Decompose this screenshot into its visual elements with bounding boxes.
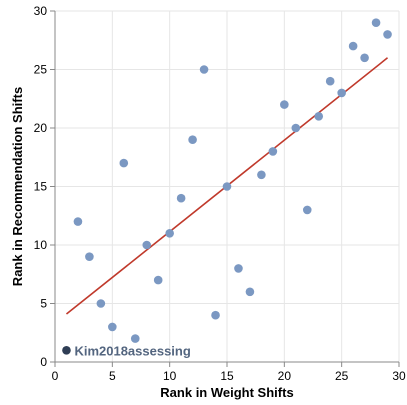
- data-point-28: [383, 30, 392, 39]
- data-point-6: [130, 334, 140, 343]
- y-tick-label-6: 30: [34, 4, 48, 18]
- data-point-27: [371, 18, 381, 28]
- y-axis-title: Rank in Recommendation Shifts: [10, 87, 25, 286]
- y-tick-label-1: 5: [40, 297, 47, 311]
- ticks: 0 5 10 15 20 25 30 0 5 10 15 20 25 30: [34, 4, 406, 383]
- data-point-23: [325, 76, 335, 86]
- data-point-9: [165, 229, 174, 238]
- y-tick-label-3: 15: [34, 180, 48, 194]
- grid: [54, 10, 400, 363]
- data-point-3: [96, 299, 106, 308]
- data-point-13: [211, 310, 220, 320]
- highlight-layer: Kim2018assessing: [62, 343, 191, 358]
- data-point-14: [222, 182, 232, 191]
- data-point-7: [142, 240, 152, 250]
- data-point-5: [119, 158, 129, 168]
- data-point-24: [337, 88, 346, 98]
- x-tick-label-0: 0: [52, 369, 59, 383]
- y-tick-label-5: 25: [34, 63, 48, 77]
- data-point-20: [291, 123, 301, 133]
- data-point-16: [245, 287, 255, 297]
- y-tick-label-0: 0: [40, 355, 47, 369]
- x-tick-label-6: 30: [392, 369, 406, 383]
- x-tick-label-4: 20: [278, 369, 292, 383]
- data-point-12: [199, 65, 209, 74]
- x-tick-label-2: 10: [163, 369, 177, 383]
- x-tick-label-5: 25: [335, 369, 349, 383]
- x-axis-title: Rank in Weight Shifts: [160, 385, 293, 400]
- data-point-8: [153, 275, 163, 285]
- data-point-1: [73, 217, 83, 226]
- data-point-2: [85, 252, 94, 261]
- data-points: [73, 18, 392, 343]
- x-tick-label-3: 15: [220, 369, 234, 383]
- x-tick-label-1: 5: [109, 369, 116, 383]
- y-tick-label-4: 20: [34, 121, 48, 135]
- data-point-11: [188, 135, 197, 144]
- data-point-19: [280, 100, 289, 109]
- highlight-point: [62, 346, 71, 355]
- data-point-18: [268, 147, 278, 156]
- data-point-17: [257, 170, 266, 180]
- data-point-10: [176, 193, 186, 203]
- data-point-26: [360, 53, 369, 63]
- highlight-label: Kim2018assessing: [74, 343, 190, 358]
- data-point-15: [234, 264, 243, 273]
- y-tick-label-2: 10: [34, 238, 48, 252]
- data-point-25: [348, 41, 358, 51]
- data-point-21: [302, 205, 312, 215]
- data-point-22: [314, 112, 324, 121]
- data-point-4: [108, 322, 117, 332]
